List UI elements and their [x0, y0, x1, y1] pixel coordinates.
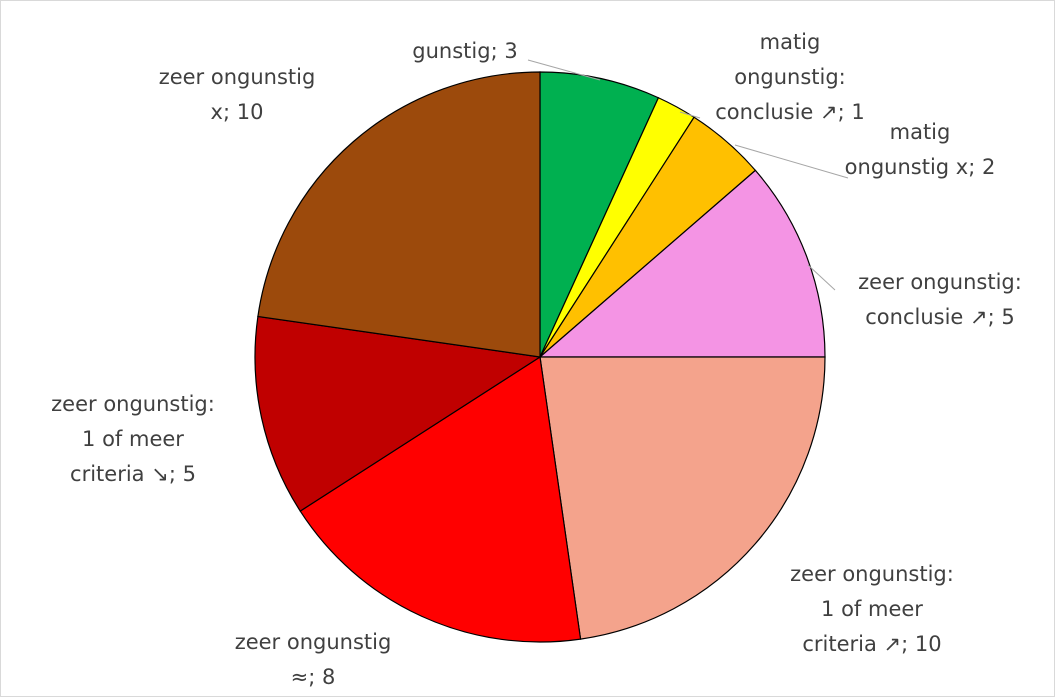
pie-slice	[539, 71, 660, 358]
leader-line	[679, 111, 701, 119]
pie-slice	[254, 315, 542, 512]
data-label: zeer ongunstig:	[51, 392, 215, 416]
data-label: ongunstig x; 2	[845, 155, 996, 179]
data-label: matig	[890, 120, 951, 144]
data-label: ≈; 8	[291, 665, 336, 689]
data-label: zeer ongunstig	[159, 65, 316, 89]
data-label: gunstig; 3	[412, 39, 517, 63]
data-label: x; 10	[211, 100, 264, 124]
data-label: conclusie ↗; 1	[715, 100, 864, 124]
data-label: criteria ↘; 5	[70, 462, 196, 486]
data-label: zeer ongunstig:	[790, 562, 954, 586]
pie-slice	[257, 71, 541, 358]
pie-slice	[299, 355, 582, 643]
data-label: conclusie ↗; 5	[865, 305, 1014, 329]
pie-slice	[539, 356, 826, 640]
data-label: 1 of meer	[82, 427, 184, 451]
data-label: criteria ↗; 10	[802, 632, 941, 656]
data-label: matig	[760, 30, 821, 54]
leader-line	[734, 144, 849, 179]
pie-slice	[538, 169, 826, 358]
data-label: 1 of meer	[821, 597, 923, 621]
leader-line	[807, 264, 836, 291]
data-label: zeer ongunstig:	[858, 270, 1022, 294]
leader-line	[527, 59, 601, 81]
data-label: ongunstig:	[734, 65, 846, 89]
data-label: zeer ongunstig	[235, 630, 392, 654]
